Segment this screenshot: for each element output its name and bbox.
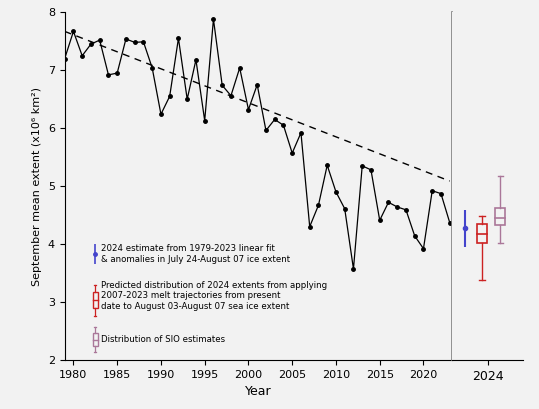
Text: Distribution of SIO estimates: Distribution of SIO estimates [101,335,225,344]
X-axis label: Year: Year [245,385,272,398]
Text: 2024 estimate from 1979-2023 linear fit
& anomalies in July 24-August 07 ice ext: 2024 estimate from 1979-2023 linear fit … [101,244,289,263]
Bar [93,292,98,308]
Y-axis label: September mean extent (x10⁶ km²): September mean extent (x10⁶ km²) [32,87,42,285]
Bar [93,333,98,346]
Text: Predicted distribution of 2024 extents from applying
2007-2023 melt trajectories: Predicted distribution of 2024 extents f… [101,281,327,310]
Bar [495,208,505,225]
Bar [477,224,487,243]
